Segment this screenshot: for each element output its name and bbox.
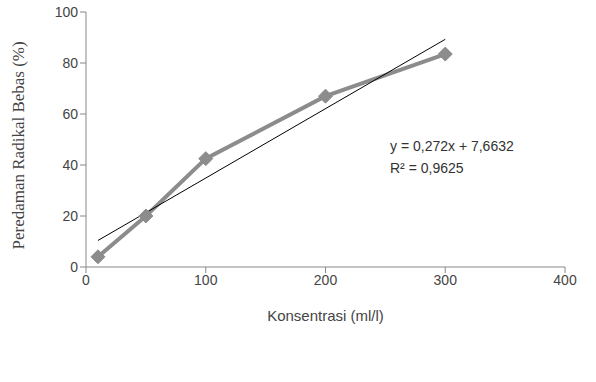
svg-text:0: 0 — [70, 259, 78, 275]
svg-text:40: 40 — [62, 157, 78, 173]
html-text:y = 0,272x + 7,6632: y = 0,272x + 7,6632 — [390, 138, 514, 154]
svg-text:0: 0 — [82, 272, 90, 288]
svg-text:80: 80 — [62, 55, 78, 71]
svg-text:60: 60 — [62, 106, 78, 122]
svg-text:400: 400 — [553, 272, 577, 288]
svg-text:Peredaman Radikal Bebas (%): Peredaman Radikal Bebas (%) — [9, 41, 28, 249]
svg-text:Konsentrasi (ml/l): Konsentrasi (ml/l) — [267, 307, 384, 324]
svg-text:300: 300 — [434, 272, 458, 288]
svg-text:100: 100 — [55, 4, 79, 20]
svg-text:100: 100 — [194, 272, 218, 288]
svg-text:200: 200 — [314, 272, 338, 288]
html-text:R² = 0,9625: R² = 0,9625 — [390, 160, 464, 176]
svg-text:20: 20 — [62, 208, 78, 224]
